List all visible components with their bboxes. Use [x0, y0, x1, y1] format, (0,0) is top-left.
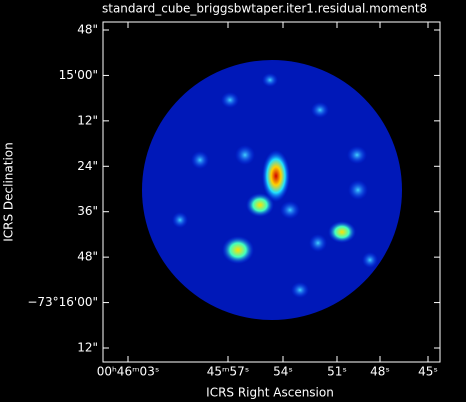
frame [102, 21, 441, 363]
x-tick-label: 45ˢ [418, 365, 438, 379]
x-tick-label: 54ˢ [273, 365, 293, 379]
y-tick-label: 12" [77, 113, 98, 127]
y-tick-label: 12" [77, 341, 98, 355]
x-tick-label: 48ˢ [370, 365, 390, 379]
y-axis-label: ICRS Declination [2, 142, 16, 242]
y-tick-label: 48" [77, 23, 98, 37]
x-tick-label: 45ᵐ57ˢ [207, 365, 250, 379]
y-tick-label: 24" [77, 159, 98, 173]
x-tick-label: 51ˢ [327, 365, 347, 379]
image [142, 60, 402, 320]
y-tick-label: 15'00" [59, 68, 98, 82]
x-tick-label: 00ʰ46ᵐ03ˢ [97, 365, 160, 379]
emission [172, 73, 378, 298]
y-tick-label: 48" [77, 250, 98, 264]
x-axis-label: ICRS Right Ascension [206, 386, 334, 400]
y-tick-label: 36" [77, 204, 98, 218]
title: standard_cube_briggsbwtaper.iter1.residu… [102, 2, 427, 16]
y-tick-label: −73°16'00" [27, 295, 98, 309]
